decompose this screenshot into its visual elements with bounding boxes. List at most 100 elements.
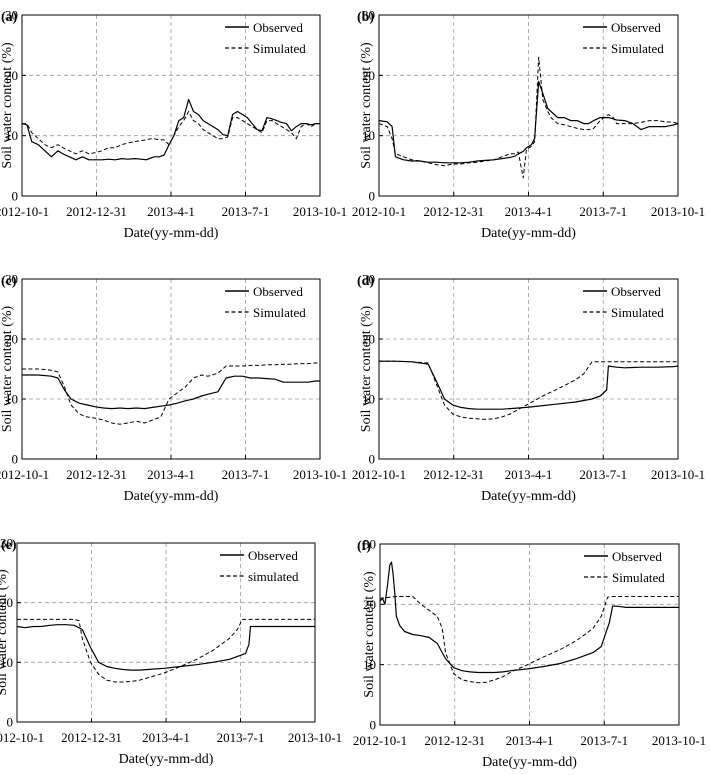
x-tick-label: 2012-12-31 [66,204,127,219]
series-line-observed [16,624,315,671]
x-tick-label: 2012-12-31 [61,730,122,745]
x-tick-label: 2012-10-1 [352,467,406,482]
y-tick-label: 0 [369,189,376,204]
y-tick-label: 30 [362,8,375,23]
chart-panel-a: 0 10 20 30 2012-10-1 2012-12-31 2013-4-1 2013-7… [0,8,347,242]
x-tick-label: 2012-12-31 [423,467,484,482]
y-tick-label: 10 [5,128,18,143]
chart-panel-c: 0 10 20 30 2012-10-1 2012-12-31 2013-4-1 2013-7… [0,272,347,505]
series-line-observed [22,374,320,410]
x-tick-label: 2012-12-31 [423,204,484,219]
y-tick-label: 0 [370,718,377,733]
x-tick-label: 2013-7-1 [222,204,270,219]
y-tick-label: 30 [5,8,18,23]
x-tick-label: 2013-10-1 [651,467,705,482]
x-tick-label: 2012-10-1 [352,204,406,219]
x-tick-label: 2013-4-1 [147,467,195,482]
y-tick-label: 10 [0,655,13,670]
y-tick-label: 0 [12,189,19,204]
y-axis-label: Soil water content (%) [359,42,374,169]
legend-label: simulated [248,569,299,584]
series-line-observed [378,80,679,164]
x-tick-label: 2013-10-1 [293,467,347,482]
x-tick-label: 2012-10-1 [353,733,407,748]
y-axis-label: Soil water content (%) [0,305,15,432]
legend-label: Observed [253,284,303,299]
y-tick-label: 30 [362,272,375,287]
x-tick-label: 2013-4-1 [147,204,195,219]
y-tick-label: 20 [362,68,375,83]
x-axis-label: Date(yy-mm-dd) [124,489,219,504]
y-tick-label: 30 [5,272,18,287]
x-tick-label: 2012-12-31 [66,467,127,482]
series-line-simulated [378,56,679,179]
x-axis-label: Date(yy-mm-dd) [481,226,576,241]
y-tick-label: 20 [362,332,375,347]
series-line-observed [379,360,679,410]
x-tick-label: 2012-10-1 [0,467,49,482]
y-tick-label: 10 [362,392,375,407]
panel-label: (a) [1,10,18,25]
x-tick-label: 2013-7-1 [579,467,627,482]
panel-label: (e) [1,538,17,553]
y-axis-label: Soil water content (%) [359,305,374,432]
chart-panel-d: 0 10 20 30 2012-10-1 2012-12-31 2013-4-1 2013-7… [352,272,705,505]
y-tick-label: 20 [5,68,18,83]
legend-label: Simulated [612,570,665,585]
y-axis-label: Soil water content (%) [0,569,10,696]
y-axis-label: Soil water content (%) [0,42,15,169]
x-axis-label: Date(yy-mm-dd) [481,489,576,504]
series-line-simulated [22,111,320,155]
x-tick-label: 2013-10-1 [652,733,706,748]
x-tick-label: 2013-10-1 [293,204,347,219]
x-axis-label: Date(yy-mm-dd) [482,755,577,770]
series-line-observed [379,561,679,674]
legend-label: Simulated [253,305,306,320]
panel-label: (b) [357,10,374,25]
x-tick-label: 2013-7-1 [222,467,270,482]
x-tick-label: 2012-10-1 [0,730,44,745]
legend-label: Observed [611,284,661,299]
series-line-simulated [22,362,320,425]
y-tick-label: 0 [7,715,14,730]
panel-label: (c) [1,274,17,289]
legend-label: Simulated [611,305,664,320]
chart-panel-e: 0 10 20 30 2012-10-1 2012-12-31 2013-4-1 2013-7… [0,536,342,768]
panel-label: (d) [357,274,374,289]
x-tick-label: 2013-4-1 [142,730,190,745]
series-line-observed [21,98,320,161]
panel-label: (f) [357,539,371,554]
legend-label: Simulated [611,41,664,56]
y-axis-label: Soil water content (%) [362,571,377,698]
series-line-simulated [379,360,678,420]
y-tick-label: 0 [369,452,376,467]
chart-panel-b: 0 10 20 30 2012-10-1 2012-12-31 2013-4-1 2013-7… [352,8,705,242]
legend-label: Simulated [253,41,306,56]
x-tick-label: 2013-7-1 [579,204,627,219]
y-tick-label: 30 [0,536,13,551]
legend-label: Observed [612,549,662,564]
legend-label: Observed [248,548,298,563]
x-tick-label: 2013-4-1 [505,467,553,482]
x-axis-label: Date(yy-mm-dd) [124,226,219,241]
y-tick-label: 0 [12,452,19,467]
x-tick-label: 2013-10-1 [651,204,705,219]
x-tick-label: 2013-4-1 [505,204,553,219]
legend-label: Observed [253,20,303,35]
y-tick-label: 20 [5,332,18,347]
y-tick-label: 30 [363,537,376,552]
y-tick-label: 20 [0,595,13,610]
x-tick-label: 2013-7-1 [217,730,265,745]
y-tick-label: 10 [5,392,18,407]
x-tick-label: 2013-7-1 [580,733,628,748]
x-tick-label: 2012-12-31 [424,733,485,748]
x-tick-label: 2013-10-1 [288,730,342,745]
x-tick-label: 2012-10-1 [0,204,49,219]
chart-panel-f: 0 10 20 30 2012-10-1 2012-12-31 2013-4-1 2013-7… [353,537,706,771]
x-axis-label: Date(yy-mm-dd) [119,752,214,767]
x-tick-label: 2013-4-1 [506,733,554,748]
y-tick-label: 10 [363,657,376,672]
y-tick-label: 10 [362,128,375,143]
series-line-simulated [379,596,679,684]
